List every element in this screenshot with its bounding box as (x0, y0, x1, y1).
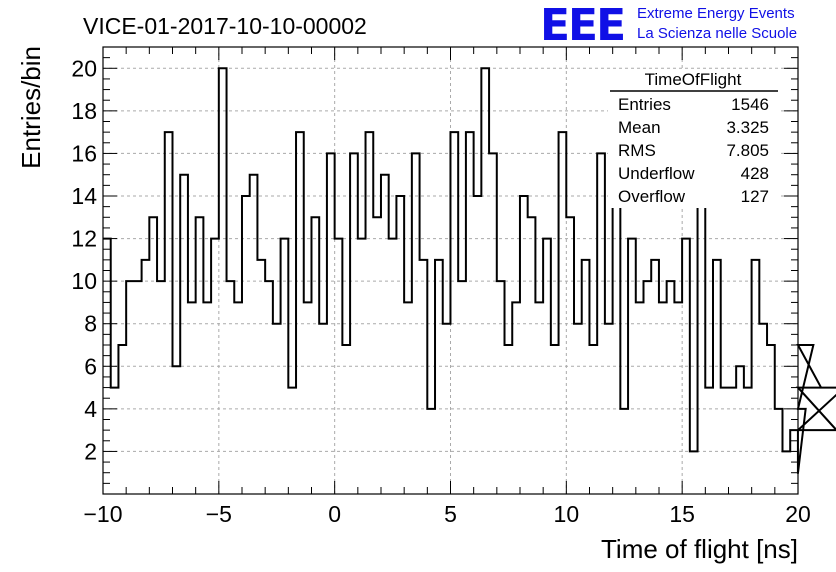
x-tick-label: 5 (444, 501, 457, 527)
stats-row-value: 428 (741, 164, 769, 183)
y-tick-label: 8 (84, 311, 97, 337)
axis-ticks (102, 46, 799, 494)
stats-row-label: Underflow (618, 164, 695, 183)
y-tick-label: 16 (71, 140, 97, 166)
stats-box: TimeOfFlight Entries 1546 Mean 3.325 RMS 7.80… (608, 70, 780, 208)
y-tick-label: 6 (84, 353, 97, 379)
stats-row-label: Entries (618, 95, 671, 114)
histogram-series (103, 67, 836, 474)
y-tick-label: 14 (71, 183, 97, 209)
x-tick-label: 10 (554, 501, 580, 527)
y-tick-label: 2 (84, 438, 97, 464)
y-tick-label: 18 (71, 98, 97, 124)
x-tick-label: 0 (328, 501, 341, 527)
x-tick-label: −10 (83, 501, 122, 527)
stats-row-value: 127 (741, 187, 769, 206)
y-tick-label: 12 (71, 226, 97, 252)
stats-box-name: TimeOfFlight (645, 70, 742, 89)
x-tick-labels: −10 −5 0 5 10 15 20 (83, 501, 810, 527)
y-tick-label: 10 (71, 268, 97, 294)
y-tick-labels: 2 4 6 8 10 12 14 16 18 20 (71, 55, 97, 464)
y-tick-label: 4 (84, 396, 97, 422)
logo-mark: EEE (540, 0, 624, 51)
x-tick-label: 20 (785, 501, 811, 527)
stats-row-value: 1546 (731, 95, 769, 114)
x-tick-label: 15 (669, 501, 695, 527)
stats-box-background (608, 70, 780, 208)
eee-logo: EEE Extreme Energy Events La Scienza nel… (540, 0, 797, 51)
stats-row-value: 7.805 (726, 141, 769, 160)
x-tick-label: −5 (206, 501, 232, 527)
stats-box-rows: Entries 1546 Mean 3.325 RMS 7.805 Underflow 428… (618, 95, 769, 206)
logo-line1: Extreme Energy Events (637, 5, 795, 22)
logo-line2: La Scienza nelle Scuole (637, 25, 797, 42)
stats-row-label: Overflow (618, 187, 686, 206)
y-axis-label: Entries/bin (16, 46, 46, 169)
chart-title: VICE-01-2017-10-10-00002 (83, 13, 367, 39)
stats-row-label: RMS (618, 141, 656, 160)
x-axis-label: Time of flight [ns] (601, 534, 798, 564)
y-tick-label: 20 (71, 55, 97, 81)
stats-row-label: Mean (618, 118, 661, 137)
stats-row-value: 3.325 (726, 118, 769, 137)
